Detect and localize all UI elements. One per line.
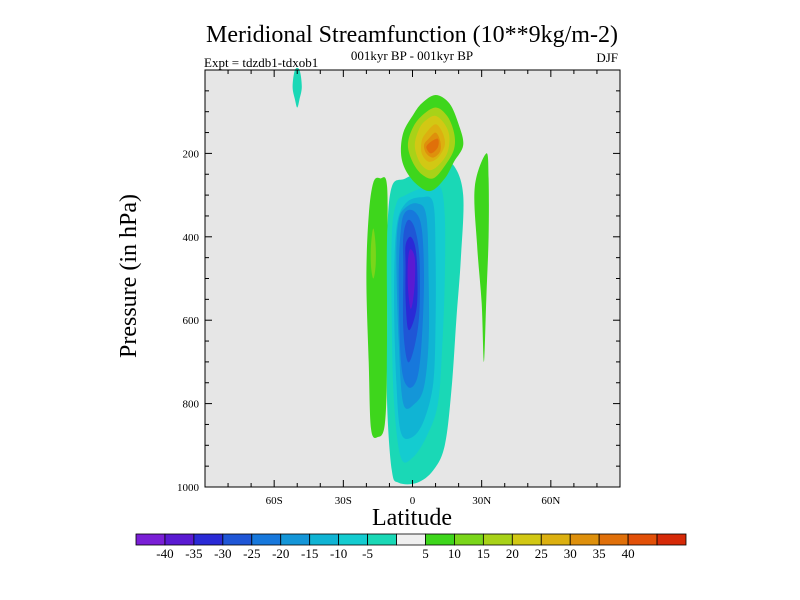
colorbar-box <box>482 533 513 546</box>
x-axis: 60S 30S 0 30N 60N <box>227 70 598 507</box>
colorbar-box <box>367 533 397 546</box>
colorbar-label: 25 <box>535 546 548 561</box>
colorbar-box <box>569 533 600 546</box>
colorbar-label: -5 <box>362 546 373 561</box>
colorbar-label: -15 <box>301 546 318 561</box>
chart-title: Meridional Streamfunction (10**9kg/m-2) <box>206 22 618 48</box>
colorbar-label: 15 <box>477 546 490 561</box>
contour-nh-right-lobe <box>474 153 489 362</box>
colorbar-box <box>193 533 224 546</box>
x-tick-label: 30S <box>335 495 352 507</box>
experiment-label: Expt = tdzdb1-tdxob1 <box>204 55 318 70</box>
colorbar-box <box>222 533 253 546</box>
colorbar-label: -20 <box>272 546 289 561</box>
colorbar-box <box>627 533 658 546</box>
colorbar-label: -40 <box>156 546 173 561</box>
colorbar-box <box>425 533 455 546</box>
colorbar-label: -10 <box>330 546 347 561</box>
colorbar-label: -30 <box>214 546 231 561</box>
y-axis: 200 400 600 800 1000 <box>177 90 620 494</box>
colorbar-box <box>251 533 282 546</box>
colorbar-box <box>338 533 368 546</box>
contour-sh-left-lobe-core <box>370 228 376 279</box>
colorbar-box <box>280 533 311 546</box>
colorbar-box <box>164 533 195 546</box>
colorbar-box <box>396 533 426 546</box>
plot-area <box>204 67 621 488</box>
chart-subtitle: 001kyr BP - 001kyr BP <box>351 48 473 63</box>
y-tick-label: 200 <box>183 148 200 160</box>
colorbar-box <box>598 533 629 546</box>
colorbar-box <box>309 533 340 546</box>
y-axis-label: Pressure (in hPa) <box>116 194 142 358</box>
contour-upper-cell-35 <box>426 138 439 154</box>
x-tick-label: 30N <box>472 495 491 507</box>
colorbar-box <box>135 533 166 546</box>
colorbar-label: 35 <box>593 546 606 561</box>
colorbar-label: 40 <box>622 546 635 561</box>
colorbar-box <box>511 533 542 546</box>
colorbar-label: 30 <box>564 546 577 561</box>
y-tick-label: 1000 <box>177 482 200 494</box>
colorbar-label: -25 <box>243 546 260 561</box>
contour-sh-upper-spur <box>292 67 302 108</box>
colorbar-box <box>540 533 571 546</box>
colorbar-box <box>454 533 484 546</box>
colorbar-label: -35 <box>185 546 202 561</box>
y-tick-label: 800 <box>183 399 200 411</box>
x-axis-label: Latitude <box>372 505 452 531</box>
colorbar-label: 10 <box>448 546 461 561</box>
x-tick-label: 60S <box>266 495 283 507</box>
colorbar-box <box>656 533 687 546</box>
contour-main-cell-40 <box>407 249 416 309</box>
y-tick-label: 600 <box>183 315 200 327</box>
y-tick-label: 400 <box>183 232 200 244</box>
contour-sh-left-lobe <box>366 177 388 438</box>
x-tick-label: 60N <box>541 495 560 507</box>
colorbar: -40 -35 -30 -25 -20 -15 -10 -5 5 10 15 20 25 30 35 40 <box>135 533 687 561</box>
colorbar-label: 5 <box>422 546 429 561</box>
x-tick-label: 0 <box>410 495 416 507</box>
season-label: DJF <box>596 50 618 65</box>
colorbar-label: 20 <box>506 546 519 561</box>
